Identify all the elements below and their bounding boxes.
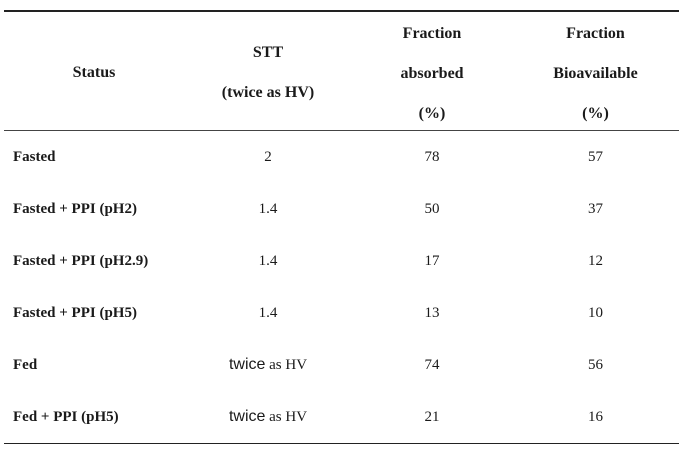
cell-stt-rest: 1.4 [258, 253, 278, 269]
cell-status: Fed + PPI (pH5) [13, 409, 119, 425]
cell-fraction-bioavailable: 16 [588, 409, 603, 425]
header-fraction-absorbed: Fraction absorbed (%) [352, 12, 512, 130]
cell-fraction-bioavailable: 56 [588, 357, 603, 373]
cell-fraction-bioavailable: 12 [588, 253, 603, 269]
cell-fraction-bioavailable: 10 [588, 305, 603, 321]
cell-stt: twice as HV [184, 339, 352, 391]
cell-fraction-absorbed: 21 [424, 409, 440, 425]
cell-stt: 1.4 [184, 287, 352, 339]
cell-stt-rest: 1.4 [258, 201, 278, 217]
header-fa-line-1: Fraction [402, 25, 462, 42]
header-status: Status [4, 12, 184, 130]
cell-fraction-absorbed: 74 [424, 357, 440, 373]
header-stt-line-2: (twice as HV) [221, 84, 315, 101]
cell-status: Fasted [13, 149, 56, 165]
cell-fraction-bioavailable: 57 [588, 149, 603, 165]
cell-fraction-absorbed: 17 [424, 253, 440, 269]
header-stt: STT (twice as HV) [184, 12, 352, 130]
table-row: Fed twice as HV 74 56 [4, 339, 679, 391]
header-status-label: Status [72, 64, 116, 81]
cell-stt-rest: as HV [265, 357, 308, 373]
table-header: Status STT (twice as HV) Fraction absorb… [4, 12, 679, 130]
table-top-rule [4, 10, 679, 12]
table-row: Fasted + PPI (pH2.9) 1.4 17 12 [4, 235, 679, 287]
header-fb-line-3: (%) [582, 105, 609, 122]
cell-status: Fasted + PPI (pH5) [13, 305, 137, 321]
table-body: Fasted 2 78 57 Fasted + PPI (pH2) 1.4 50… [4, 131, 679, 443]
cell-stt: 1.4 [184, 235, 352, 287]
table-row: Fasted 2 78 57 [4, 131, 679, 183]
cell-fraction-bioavailable: 37 [588, 201, 603, 217]
cell-stt-rest: 2 [264, 149, 272, 165]
table-bottom-rule [4, 443, 679, 444]
cell-stt-prefix: twice [228, 356, 266, 373]
data-table: Status STT (twice as HV) Fraction absorb… [4, 10, 679, 444]
table-row: Fed + PPI (pH5) twice as HV 21 16 [4, 391, 679, 443]
cell-fraction-absorbed: 50 [424, 201, 440, 217]
cell-stt-rest: 1.4 [258, 305, 278, 321]
cell-fraction-absorbed: 13 [424, 305, 440, 321]
cell-stt-rest: as HV [265, 409, 308, 425]
cell-stt: 1.4 [184, 183, 352, 235]
header-fb-line-1: Fraction [566, 25, 625, 42]
header-fa-line-3: (%) [418, 105, 446, 122]
cell-fraction-absorbed: 78 [424, 149, 440, 165]
cell-status: Fed [13, 357, 38, 373]
cell-stt-prefix: twice [228, 408, 266, 425]
cell-status: Fasted + PPI (pH2) [13, 201, 137, 217]
table-header-rule [4, 130, 679, 131]
header-fraction-bioavailable: Fraction Bioavailable (%) [512, 12, 679, 130]
table-row: Fasted + PPI (pH5) 1.4 13 10 [4, 287, 679, 339]
cell-status: Fasted + PPI (pH2.9) [13, 253, 149, 269]
header-fa-line-2: absorbed [400, 65, 464, 82]
header-stt-line-1: STT [252, 44, 284, 61]
cell-stt: 2 [184, 131, 352, 183]
table-row: Fasted + PPI (pH2) 1.4 50 37 [4, 183, 679, 235]
header-fb-line-2: Bioavailable [553, 65, 638, 82]
cell-stt: twice as HV [184, 391, 352, 443]
